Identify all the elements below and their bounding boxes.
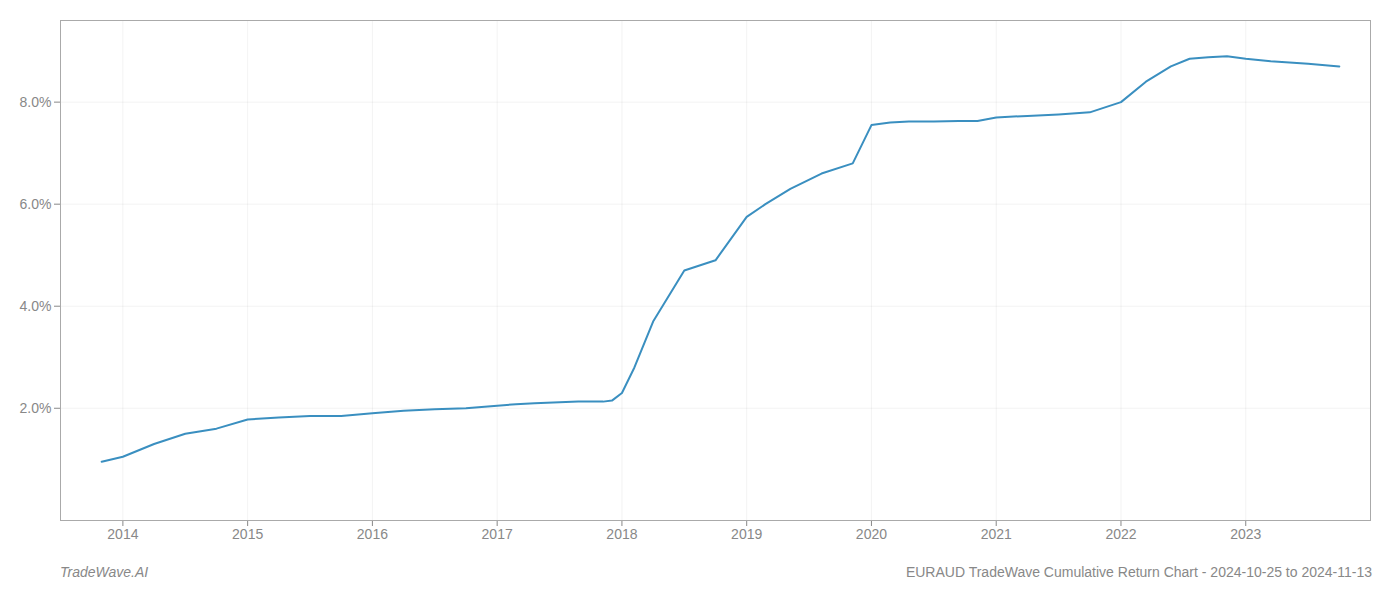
svg-text:2022: 2022 <box>1105 526 1136 542</box>
svg-text:8.0%: 8.0% <box>20 94 52 110</box>
html-text:TradeWave.AI: TradeWave.AI <box>60 564 149 580</box>
svg-text:2.0%: 2.0% <box>20 400 52 416</box>
svg-text:2023: 2023 <box>1230 526 1261 542</box>
svg-text:2017: 2017 <box>482 526 513 542</box>
svg-text:4.0%: 4.0% <box>20 298 52 314</box>
svg-text:2015: 2015 <box>232 526 263 542</box>
svg-text:2014: 2014 <box>107 526 138 542</box>
svg-text:2021: 2021 <box>981 526 1012 542</box>
svg-text:2019: 2019 <box>731 526 762 542</box>
svg-text:6.0%: 6.0% <box>20 196 52 212</box>
svg-text:2018: 2018 <box>606 526 637 542</box>
svg-text:2016: 2016 <box>357 526 388 542</box>
html-text:EURAUD TradeWave Cumulative Re: EURAUD TradeWave Cumulative Return Chart… <box>905 564 1372 580</box>
svg-text:2020: 2020 <box>856 526 887 542</box>
